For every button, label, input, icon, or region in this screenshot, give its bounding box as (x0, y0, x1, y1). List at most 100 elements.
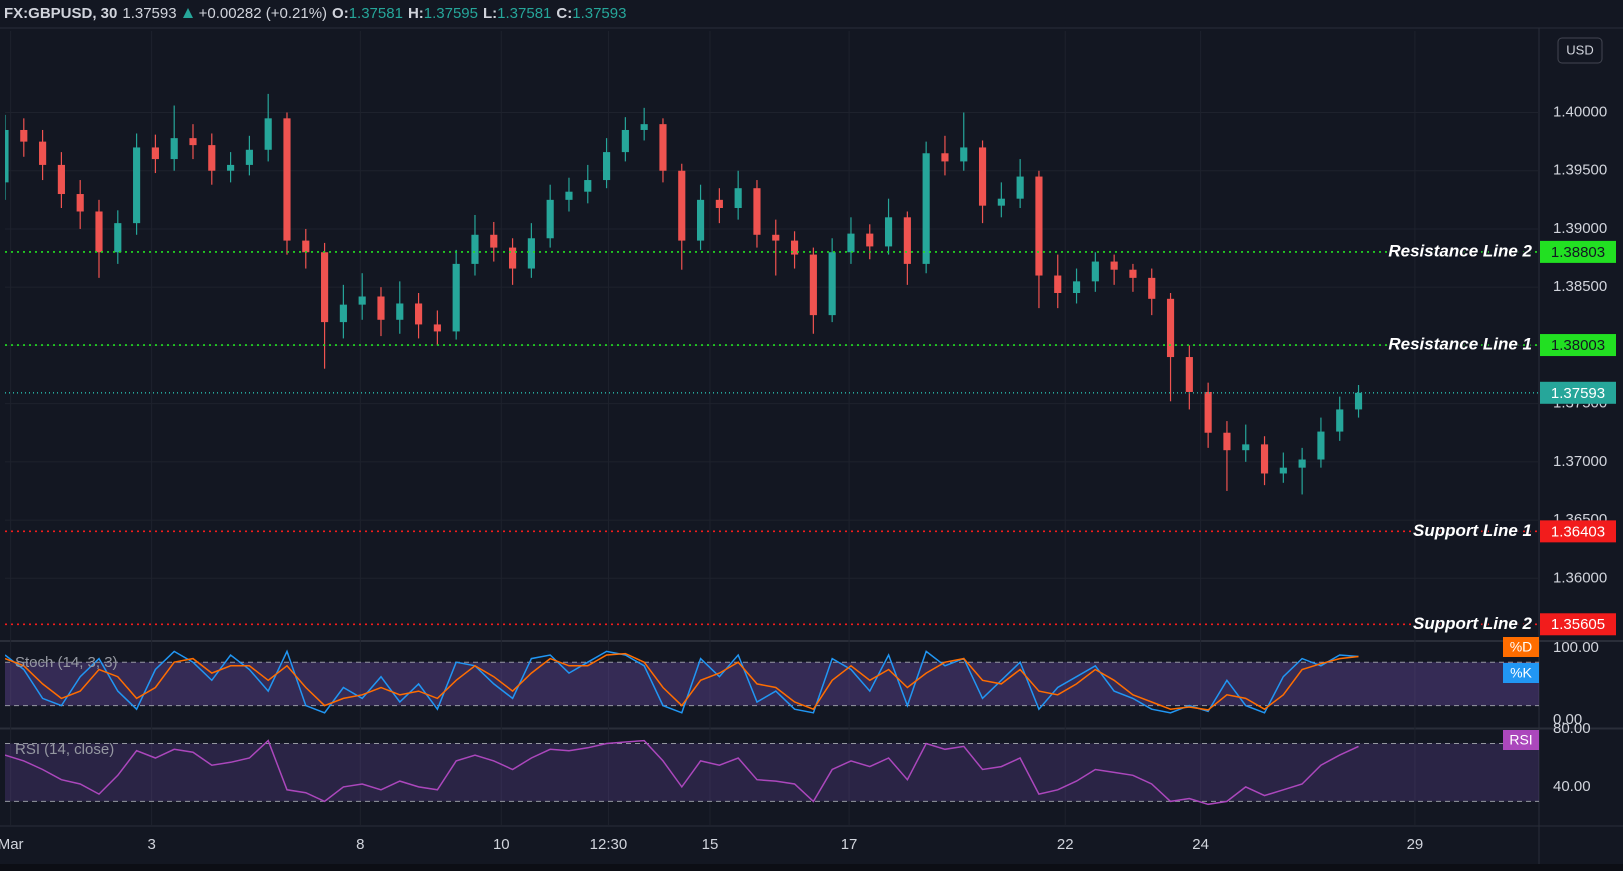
candle-body (1148, 277, 1156, 299)
line-label: Support Line 2 (1413, 614, 1533, 633)
candle-body (734, 188, 742, 208)
legend-tag (1503, 637, 1539, 657)
price-tag (1540, 240, 1616, 263)
candle-body (227, 164, 235, 171)
candle-body (602, 152, 611, 181)
candle-body (1336, 409, 1344, 432)
price-tag-label: 1.35605 (1551, 616, 1605, 633)
candle-body (866, 233, 874, 247)
candle-body (1091, 261, 1099, 282)
candle-body (452, 263, 460, 332)
candle-body (471, 234, 479, 264)
candle-body (678, 170, 686, 241)
y-tick-label: 40.00 (1553, 778, 1591, 795)
candle-body (189, 138, 197, 146)
candle-body (208, 145, 216, 171)
y-tick-label: 80.00 (1553, 720, 1591, 737)
line-label: Support Line 1 (1413, 521, 1532, 540)
candle-body (1260, 444, 1269, 474)
price-tag-label: 1.37593 (1551, 385, 1605, 402)
candle-body (321, 252, 329, 323)
candle-body (377, 296, 385, 320)
candle-body (1204, 391, 1212, 433)
close-label: C: (556, 4, 573, 22)
x-tick-label: 10 (493, 836, 510, 853)
price-tag-label: 1.38003 (1551, 337, 1605, 354)
legend-label: %D (1510, 639, 1533, 655)
candle-body (5, 129, 9, 183)
candle-body (621, 129, 629, 153)
y-tick-label: 1.39000 (1553, 220, 1607, 237)
legend-tag (1503, 730, 1539, 750)
candle-body (847, 233, 855, 253)
price-tag (1540, 520, 1616, 543)
legend-label: %K (1510, 665, 1532, 681)
x-tick-label: 29 (1407, 836, 1424, 853)
y-tick-label: 1.39500 (1553, 162, 1607, 179)
candle-body (1110, 261, 1118, 270)
candle-body (546, 199, 554, 239)
candle-body (640, 124, 648, 130)
candle-body (133, 147, 141, 224)
y-tick-label: 1.40000 (1553, 103, 1607, 120)
candle-body (978, 147, 987, 206)
candle-body (1242, 444, 1250, 451)
candle-body (415, 303, 423, 325)
candle-body (1298, 459, 1306, 468)
candle-body (960, 147, 968, 162)
open-value: 1.37581 (348, 4, 403, 22)
candle-body (715, 199, 723, 208)
candle-body (245, 149, 253, 165)
candle-body (1279, 467, 1287, 474)
candle-body (1054, 275, 1062, 293)
x-tick-label: 17 (841, 836, 858, 853)
indicator-title: RSI (14, close) (15, 741, 114, 758)
band-fill (5, 662, 1539, 706)
x-tick-label: Mar (0, 836, 24, 853)
y-tick-label: 1.37000 (1553, 453, 1607, 470)
low-label: L: (483, 4, 498, 22)
price-tag (1540, 334, 1616, 357)
line-label: Resistance Line 1 (1388, 335, 1532, 354)
low-value: 1.37581 (497, 4, 552, 22)
candle-body (1223, 432, 1231, 451)
candle-body (57, 164, 65, 195)
high-value: 1.37595 (423, 4, 478, 22)
candle-body (1072, 281, 1081, 293)
candle-body (1166, 298, 1175, 358)
price-tag (1540, 613, 1616, 636)
candle-body (114, 223, 122, 253)
x-tick-label: 3 (147, 836, 155, 853)
price-tag (1540, 381, 1616, 404)
candle-body (151, 147, 159, 160)
y-tick-label: 1.38500 (1553, 278, 1607, 295)
unit-box[interactable] (1557, 37, 1603, 64)
indicator-title: Stoch (14, 3, 3) (15, 654, 118, 671)
y-tick-label: 1.36000 (1553, 569, 1607, 586)
up-arrow (182, 8, 193, 18)
open-label: O: (332, 4, 349, 22)
legend-tag (1503, 663, 1539, 683)
x-tick-label: 12:30 (590, 836, 628, 853)
change: +0.00282 (+0.21%) (198, 4, 328, 22)
y-tick-label: 100.00 (1553, 639, 1599, 656)
band-fill (5, 743, 1539, 802)
price-tag-label: 1.36403 (1551, 523, 1605, 540)
header: FX:GBPUSD, 30 1.37593 +0.00282 (+0.21%) … (0, 0, 626, 26)
candle-body (696, 199, 705, 241)
candle-body (997, 198, 1005, 206)
candle-body (490, 234, 498, 248)
candle-body (922, 153, 930, 264)
candle-body (527, 238, 535, 269)
candle-body (772, 234, 780, 241)
x-tick-label: 8 (356, 836, 364, 853)
candle-body (20, 129, 28, 142)
indicator-line (5, 649, 1359, 714)
x-tick-label: 15 (702, 836, 719, 853)
candle-body (170, 138, 178, 160)
candle-body (1354, 392, 1363, 410)
candle-body (358, 296, 366, 305)
